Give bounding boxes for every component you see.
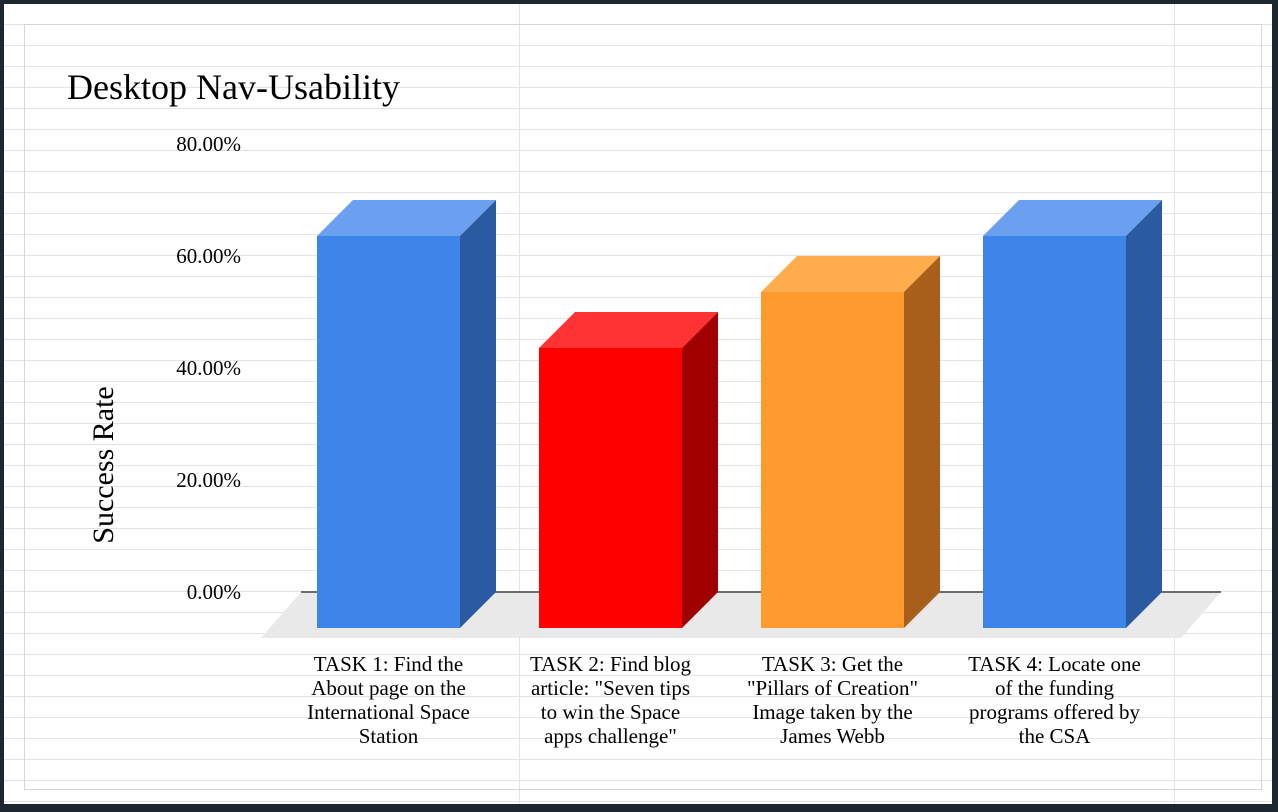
x-tick-label-line: TASK 2: Find blog	[530, 652, 692, 676]
chart-container[interactable]: Desktop Nav-Usability Success Rate 0.00%…	[24, 24, 1262, 790]
bar-side	[1126, 200, 1162, 628]
bar-front	[983, 236, 1126, 628]
bar-top	[983, 200, 1162, 236]
x-tick-label-line: of the funding	[995, 676, 1114, 700]
bar-side	[682, 312, 718, 628]
category-labels: TASK 1: Find the About page on the Interna…	[307, 652, 1141, 748]
x-tick-label-line: the CSA	[1019, 724, 1092, 748]
x-tick-label-line: article: "Seven tips	[531, 676, 690, 700]
bar-front	[539, 348, 682, 628]
bar-side	[904, 256, 940, 628]
x-tick-label: TASK 3: Get the "Pillars of Creation" Imag…	[747, 652, 918, 748]
x-tick-label: TASK 4: Locate one of the funding programs…	[968, 652, 1141, 748]
bar-front	[317, 236, 460, 628]
floor-plane	[261, 592, 1221, 638]
x-tick-label: TASK 2: Find blog article: "Seven tips to …	[530, 652, 692, 748]
x-tick-label-line: About page on the	[311, 676, 466, 700]
grid-line	[519, 4, 520, 804]
x-tick-label-line: to win the Space	[541, 700, 680, 724]
bar-front	[761, 292, 904, 628]
x-tick-label-line: "Pillars of Creation"	[747, 676, 918, 700]
y-tick-label: 0.00%	[187, 580, 241, 604]
x-tick-label-line: James Webb	[780, 724, 885, 748]
bar-side	[460, 200, 496, 628]
x-tick-label-line: TASK 3: Get the	[762, 652, 903, 676]
bar	[317, 200, 496, 628]
spreadsheet-background: Desktop Nav-Usability Success Rate 0.00%…	[4, 4, 1272, 804]
bar	[761, 256, 940, 628]
grid-line	[1174, 4, 1175, 804]
x-tick-label-line: International Space	[307, 700, 470, 724]
y-tick-label: 80.00%	[176, 132, 241, 156]
bar-top	[761, 256, 940, 292]
y-tick-label: 40.00%	[176, 356, 241, 380]
x-tick-label-line: Station	[359, 724, 419, 748]
y-tick-label: 60.00%	[176, 244, 241, 268]
bar-top	[539, 312, 718, 348]
y-axis-ticks: 0.00% 20.00% 40.00% 60.00% 80.00%	[176, 132, 241, 604]
bars	[317, 200, 1162, 628]
bar	[983, 200, 1162, 628]
y-axis-label: Success Rate	[87, 386, 120, 543]
chart-title: Desktop Nav-Usability	[67, 67, 400, 107]
x-tick-label-line: programs offered by	[969, 700, 1141, 724]
y-tick-label: 20.00%	[176, 468, 241, 492]
chart: Desktop Nav-Usability Success Rate 0.00%…	[67, 67, 1221, 748]
x-tick-label-line: TASK 4: Locate one	[968, 652, 1141, 676]
x-tick-label-line: apps challenge"	[544, 724, 677, 748]
x-tick-label-line: TASK 1: Find the	[314, 652, 463, 676]
bar	[539, 312, 718, 628]
x-tick-label: TASK 1: Find the About page on the Interna…	[307, 652, 470, 748]
x-tick-label-line: Image taken by the	[752, 700, 912, 724]
bar-top	[317, 200, 496, 236]
